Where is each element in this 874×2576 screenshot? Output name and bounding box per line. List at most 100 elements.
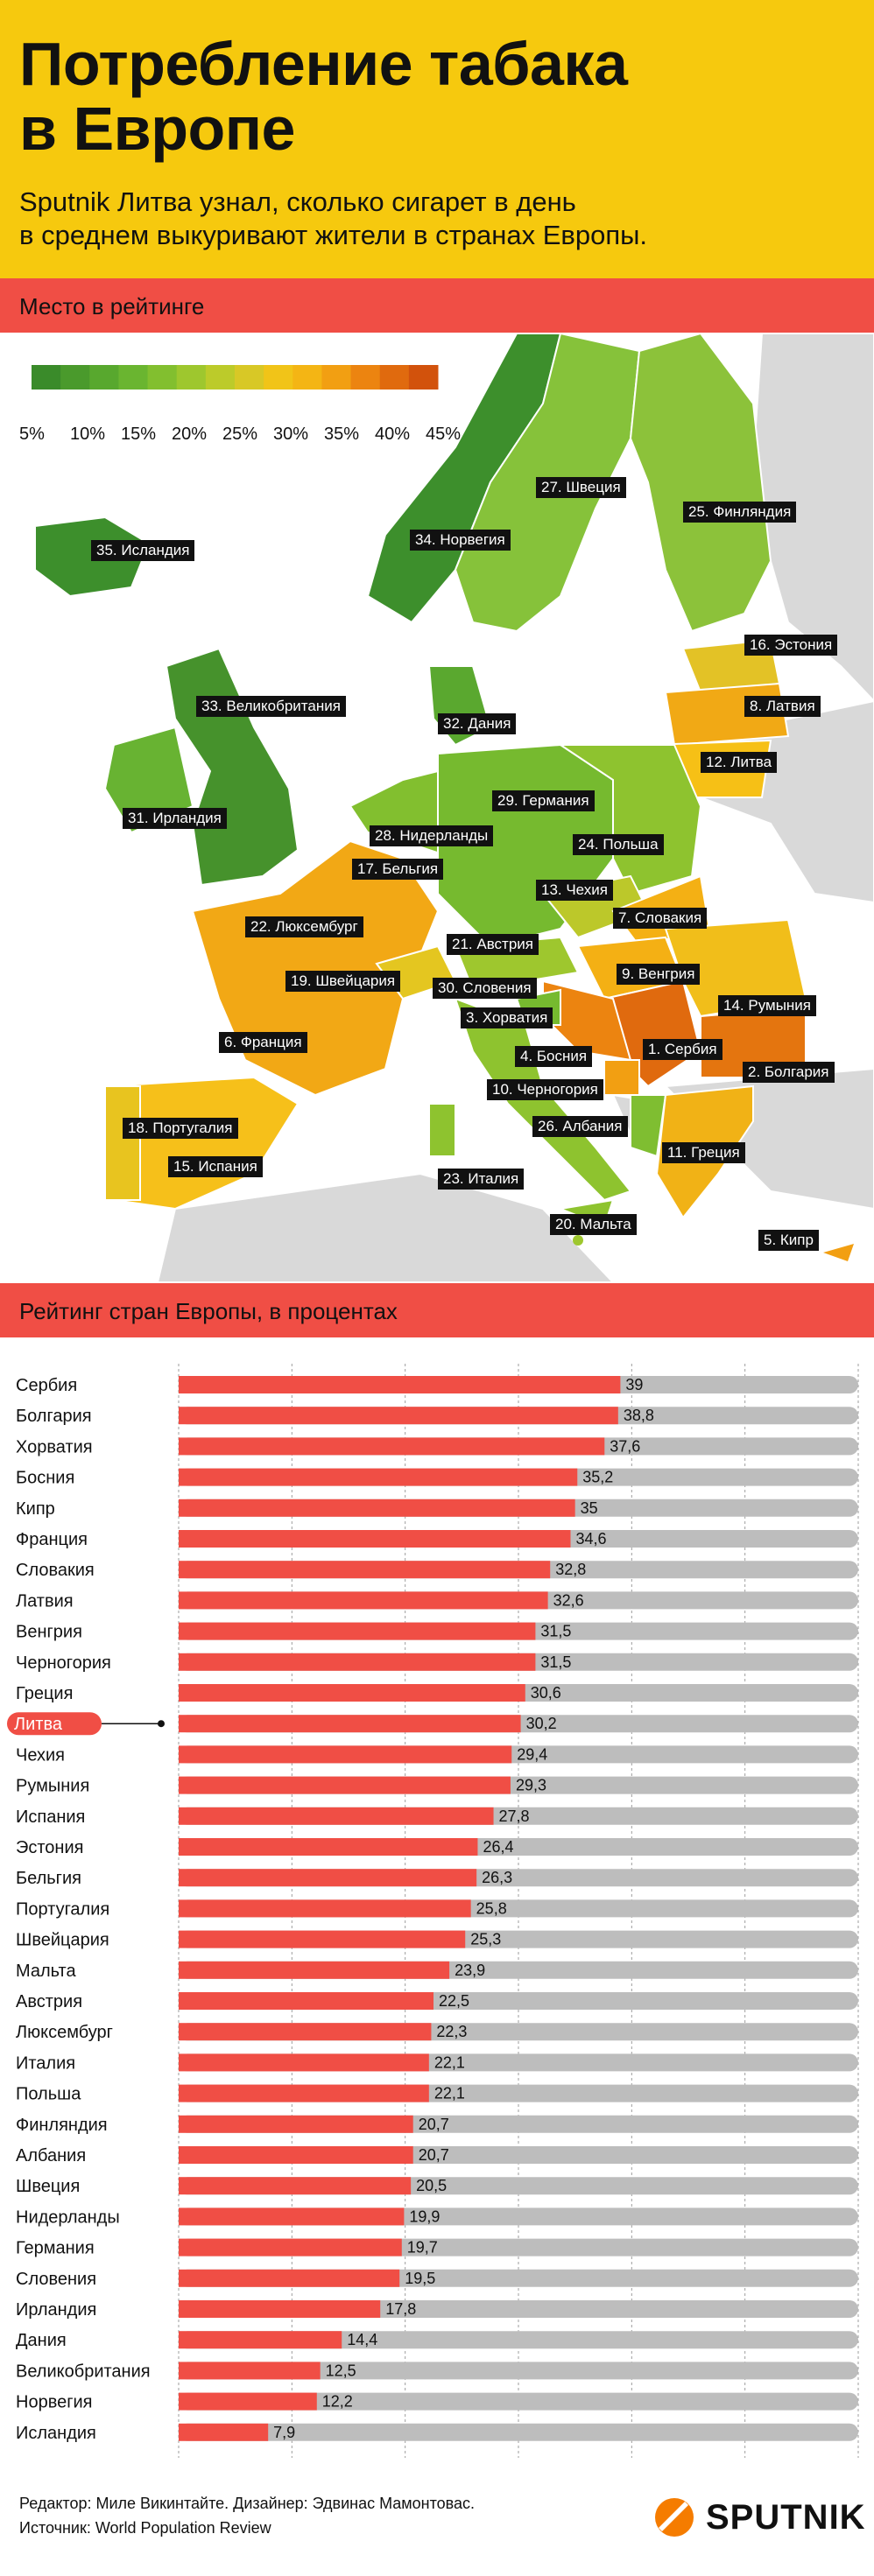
category-label: Черногория — [16, 1653, 111, 1673]
bar-value-label: 30,6 — [531, 1684, 561, 1702]
bar-value-label: 35,2 — [582, 1469, 613, 1486]
legend-tick-label: 35% — [324, 425, 360, 444]
bar-track — [179, 2331, 858, 2349]
header: Потребление табака в Европе Sputnik Литв… — [0, 0, 874, 278]
subtitle-line-1: Sputnik Литва узнал, сколько сигарет в д… — [19, 186, 576, 217]
category-label: Польша — [16, 2085, 81, 2104]
legend-swatch — [147, 365, 178, 390]
category-label: Латвия — [16, 1591, 74, 1611]
bar-value-label: 35 — [581, 1499, 598, 1517]
bar — [179, 1561, 551, 1579]
albania-shape — [630, 1094, 667, 1158]
category-label: Хорватия — [16, 1437, 93, 1456]
bar-chart-svg: 0%10%20%30%40%50%60%39Сербия38,8Болгария… — [7, 1364, 859, 2458]
bar-value-label: 25,8 — [476, 1899, 507, 1917]
legend-swatch — [205, 365, 236, 390]
bar — [179, 2084, 429, 2102]
bar-value-label: 30,2 — [526, 1715, 557, 1732]
bar-value-label: 32,6 — [553, 1591, 584, 1609]
category-label: Германия — [16, 2239, 95, 2258]
legend-swatch — [176, 365, 207, 390]
portugal-shape — [104, 1085, 141, 1201]
legend-swatch — [408, 365, 439, 390]
label-lithuania: 12. Литва — [701, 752, 778, 773]
sputnik-logo-icon — [655, 2498, 694, 2537]
label-uk: 33. Великобритания — [196, 696, 346, 717]
bar — [179, 2423, 269, 2441]
category-label: Литва — [14, 1715, 63, 1734]
category-label: Испания — [16, 1807, 85, 1827]
category-label: Словакия — [16, 1561, 95, 1580]
bar — [179, 2023, 432, 2041]
category-label: Ирландия — [16, 2300, 96, 2320]
bar — [179, 1869, 477, 1887]
bar-value-label: 22,3 — [436, 2023, 467, 2040]
bar-value-label: 27,8 — [499, 1807, 530, 1825]
legend-tick-label: 10% — [70, 425, 106, 444]
bar — [179, 1437, 605, 1456]
uk-shape — [165, 647, 300, 887]
category-label: Австрия — [16, 1992, 82, 2011]
bar — [179, 2115, 413, 2133]
label-iceland: 35. Исландия — [91, 540, 195, 561]
legend-swatch — [32, 365, 61, 390]
finland-shape — [629, 333, 772, 633]
map-heading-band: Место в рейтинге — [0, 278, 874, 333]
bar — [179, 1715, 521, 1733]
category-label: Дания — [16, 2331, 67, 2350]
bar-value-label: 39 — [625, 1376, 643, 1393]
legend-swatch — [350, 365, 381, 390]
legend-swatch — [321, 365, 352, 390]
map-legend — [32, 365, 439, 390]
bar-value-label: 32,8 — [555, 1561, 586, 1578]
bar-value-label: 7,9 — [273, 2424, 295, 2441]
category-label: Италия — [16, 2053, 75, 2073]
bar — [179, 1407, 618, 1425]
bar-track — [179, 2362, 858, 2380]
north-africa-shape — [156, 1172, 615, 1282]
category-label: Исландия — [16, 2424, 96, 2443]
subtitle: Sputnik Литва узнал, сколько сигарет в д… — [19, 186, 647, 252]
label-malta: 20. Мальта — [550, 1214, 637, 1235]
category-label: Португалия — [16, 1899, 109, 1919]
category-label: Греция — [16, 1684, 73, 1703]
category-label: Чехия — [16, 1745, 65, 1765]
bar-chart: 0%10%20%30%40%50%60%39Сербия38,8Болгария… — [0, 1337, 874, 2458]
legend-tick-label: 15% — [121, 425, 157, 444]
bar — [179, 2207, 405, 2226]
malta-shape — [573, 1235, 583, 1246]
legend-tick-label: 45% — [426, 425, 462, 444]
bar-value-label: 22,1 — [434, 2053, 465, 2071]
bar-value-label: 12,2 — [322, 2393, 353, 2411]
bar — [179, 1468, 578, 1486]
bar-value-label: 34,6 — [575, 1530, 606, 1548]
bar — [179, 2177, 412, 2195]
bar-value-label: 14,4 — [347, 2331, 377, 2348]
bar-value-label: 38,8 — [624, 1407, 654, 1424]
bar — [179, 1530, 571, 1548]
label-cyprus: 5. Кипр — [758, 1230, 819, 1251]
bar — [179, 2146, 413, 2164]
category-label: Румыния — [16, 1777, 89, 1796]
category-label: Босния — [16, 1469, 74, 1488]
legend-tick-label: 30% — [273, 425, 309, 444]
category-label: Болгария — [16, 1407, 92, 1426]
bar-value-label: 29,3 — [516, 1777, 546, 1794]
legend-tick-label: 20% — [172, 425, 208, 444]
category-label: Словения — [16, 2270, 96, 2289]
legend-swatch — [264, 365, 293, 390]
legend-swatch — [235, 365, 264, 390]
bar-value-label: 31,5 — [540, 1623, 571, 1640]
label-greece: 11. Греция — [662, 1142, 745, 1163]
bar — [179, 1622, 536, 1640]
source: Источник: World Population Review — [19, 2519, 271, 2537]
montenegro-shape — [603, 1059, 640, 1096]
bar-value-label: 31,5 — [540, 1653, 571, 1671]
bar-value-label: 19,7 — [407, 2239, 438, 2257]
category-label: Норвегия — [16, 2393, 93, 2412]
label-hungary: 9. Венгрия — [617, 964, 701, 985]
bar — [179, 1838, 478, 1856]
label-france: 6. Франция — [219, 1032, 307, 1053]
legend-swatch — [379, 365, 410, 390]
category-label: Кипр — [16, 1499, 55, 1519]
